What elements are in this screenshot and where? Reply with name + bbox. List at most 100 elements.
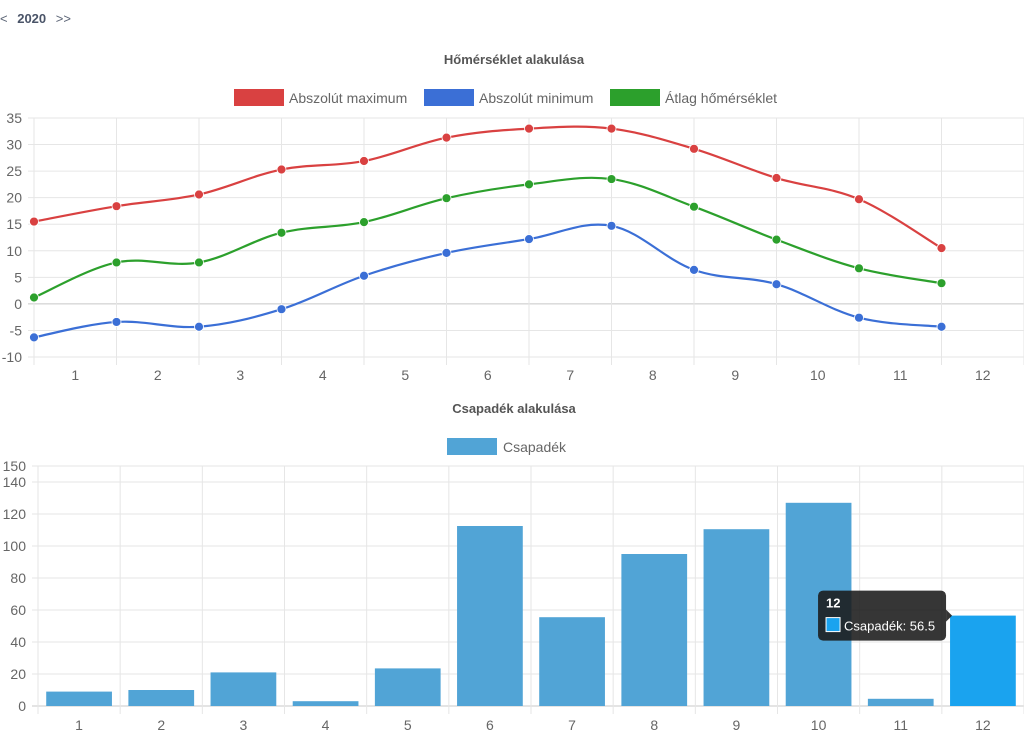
x-tick-label: 3: [236, 367, 244, 383]
bar[interactable]: [457, 526, 523, 706]
data-point[interactable]: [771, 279, 782, 290]
year-navigation: < 2020 >>: [0, 11, 71, 26]
bar-tooltip: 12 Csapadék: 56.5: [818, 590, 953, 641]
data-point[interactable]: [689, 264, 699, 275]
legend-label: Abszolút maximum: [289, 90, 407, 106]
x-tick-label: 2: [154, 367, 162, 383]
y-tick-label: 15: [6, 216, 22, 232]
data-point[interactable]: [936, 243, 947, 254]
x-tick-label: 9: [731, 367, 739, 383]
data-point[interactable]: [111, 257, 122, 268]
tooltip-label: Csapadék: 56.5: [844, 619, 935, 634]
y-tick-label: -5: [10, 322, 23, 338]
data-point[interactable]: [771, 173, 782, 183]
temperature-x-axis: 1 2 3 4 5 6 7 8 9 10 11 12: [71, 367, 990, 383]
x-tick-label: 10: [810, 367, 826, 383]
current-year: 2020: [17, 11, 47, 26]
y-tick-label: -10: [2, 349, 22, 365]
tooltip-swatch: [825, 617, 841, 633]
data-point[interactable]: [441, 193, 452, 204]
data-point[interactable]: [111, 201, 122, 212]
data-point[interactable]: [359, 217, 369, 227]
x-tick-label: 6: [484, 367, 492, 383]
data-point[interactable]: [606, 123, 617, 134]
series-line-1: [33, 125, 943, 250]
data-point[interactable]: [29, 216, 39, 227]
bar[interactable]: [621, 554, 688, 706]
y-tick-label: 10: [6, 243, 22, 259]
precipitation-chart: Csapadék alakulása Csapadék 150140120100…: [3, 401, 1024, 733]
data-point[interactable]: [524, 179, 534, 190]
data-point[interactable]: [524, 234, 534, 244]
x-tick-label: 12: [975, 717, 991, 733]
y-tick-label: 60: [10, 602, 26, 618]
prev-year-button[interactable]: <: [0, 11, 8, 26]
data-point[interactable]: [359, 156, 369, 166]
legend-swatch[interactable]: [234, 89, 284, 106]
data-point[interactable]: [854, 312, 864, 323]
data-point[interactable]: [771, 234, 782, 245]
x-tick-label: 8: [650, 717, 658, 733]
tooltip-caret: [946, 609, 953, 622]
data-point[interactable]: [276, 304, 287, 315]
y-tick-label: 30: [6, 137, 22, 153]
data-point[interactable]: [606, 220, 617, 231]
legend-item-1[interactable]: Abszolút maximum: [234, 89, 407, 106]
bar[interactable]: [128, 690, 195, 706]
precipitation-bars: [46, 502, 1016, 706]
legend-swatch[interactable]: [447, 438, 497, 455]
data-point[interactable]: [194, 321, 204, 332]
data-point[interactable]: [854, 194, 864, 205]
data-point[interactable]: [936, 278, 947, 289]
data-point[interactable]: [524, 123, 534, 134]
x-tick-label: 11: [893, 717, 908, 733]
temperature-legend[interactable]: Abszolút maximum Abszolút minimum Átlag hő…: [234, 89, 777, 106]
x-tick-label: 8: [649, 367, 657, 383]
data-point[interactable]: [441, 248, 452, 258]
y-tick-label: 25: [6, 163, 22, 179]
data-point[interactable]: [276, 164, 287, 175]
y-tick-label: 0: [14, 296, 22, 312]
series-line-2: [33, 223, 942, 339]
legend-item-1[interactable]: Csapadék: [447, 438, 567, 455]
data-point[interactable]: [29, 332, 39, 343]
y-tick-label: 40: [10, 634, 26, 650]
x-tick-label: 12: [975, 367, 991, 383]
data-point[interactable]: [936, 321, 947, 332]
y-tick-label: 5: [14, 269, 22, 285]
x-tick-label: 4: [319, 367, 327, 383]
data-point[interactable]: [111, 317, 122, 327]
data-point[interactable]: [689, 143, 699, 154]
bar[interactable]: [539, 617, 605, 706]
data-point[interactable]: [29, 292, 39, 303]
x-tick-label: 11: [893, 367, 908, 383]
bar[interactable]: [374, 668, 441, 706]
data-point[interactable]: [359, 270, 369, 281]
legend-swatch[interactable]: [610, 89, 660, 106]
next-year-button[interactable]: >>: [55, 11, 71, 26]
y-tick-label: 35: [6, 110, 22, 126]
data-point[interactable]: [194, 189, 204, 200]
legend-swatch[interactable]: [424, 89, 474, 106]
legend-label: Abszolút minimum: [479, 90, 593, 106]
data-point[interactable]: [854, 263, 864, 274]
bar[interactable]: [46, 691, 112, 706]
data-point[interactable]: [194, 257, 204, 268]
data-point[interactable]: [276, 227, 287, 238]
bar[interactable]: [703, 529, 770, 706]
bar[interactable]: [292, 701, 359, 706]
data-point[interactable]: [606, 174, 617, 184]
y-tick-label: 150: [3, 458, 27, 474]
y-tick-label: 20: [6, 190, 22, 206]
legend-item-3[interactable]: Átlag hőmérséklet: [610, 89, 777, 106]
temperature-chart-title: Hőmérséklet alakulása: [444, 52, 585, 67]
precipitation-legend[interactable]: Csapadék: [447, 438, 567, 455]
legend-item-2[interactable]: Abszolút minimum: [424, 89, 593, 106]
data-point[interactable]: [441, 132, 452, 143]
bar[interactable]: [210, 672, 277, 706]
x-tick-label: 7: [566, 367, 574, 383]
bar[interactable]: [950, 615, 1016, 706]
bar[interactable]: [867, 698, 934, 706]
data-point[interactable]: [689, 201, 699, 212]
